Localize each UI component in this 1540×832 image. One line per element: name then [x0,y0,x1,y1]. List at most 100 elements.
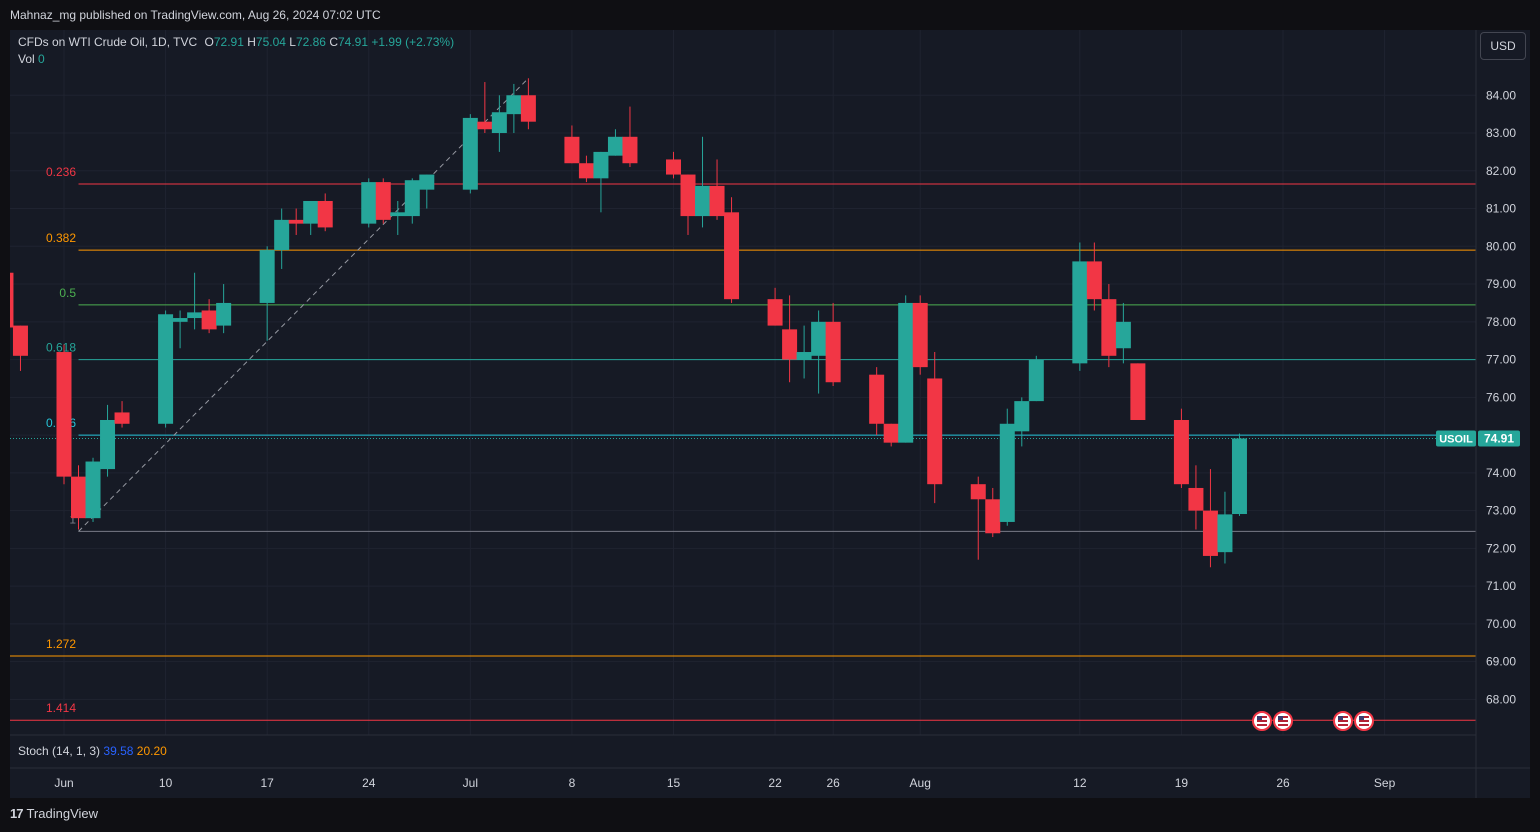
candle-body[interactable] [578,163,594,179]
candle-body[interactable] [1231,438,1247,515]
candle-body[interactable] [187,312,203,319]
price-tag-value: 74.91 [1484,431,1514,445]
chart-frame[interactable] [10,30,1530,798]
us-flag-icon[interactable] [1333,711,1353,731]
candles[interactable] [10,78,1247,568]
candle-body[interactable] [666,159,681,175]
candle-body[interactable] [927,378,943,485]
candle-body[interactable] [1115,321,1131,349]
candle-body[interactable] [158,314,174,424]
vol-label: Vol [18,52,35,66]
candle-body[interactable] [869,374,885,424]
candle-body[interactable] [520,95,536,122]
candle-body[interactable] [477,121,493,130]
y-tick-label: 70.00 [1486,617,1516,631]
us-flag-icon[interactable] [1273,711,1293,731]
candle-body[interactable] [288,219,304,224]
candle-body[interactable] [375,182,391,220]
candle-body[interactable] [506,95,522,115]
candle-body[interactable] [622,136,638,164]
us-flag-icon[interactable] [1252,711,1272,731]
candle-body[interactable] [100,419,116,470]
candle-body[interactable] [10,272,14,328]
candle-body[interactable] [259,250,275,303]
us-flag-icon[interactable] [1354,711,1374,731]
candle-body[interactable] [172,318,188,322]
candle-body[interactable] [970,484,986,500]
y-tick-label: 77.00 [1486,353,1516,367]
fib-level-label: 0.618 [46,341,76,355]
low-value: 72.86 [295,35,326,49]
candle-body[interactable] [404,180,420,217]
candle-body[interactable] [303,200,319,224]
candle-body[interactable] [709,185,725,217]
symbol-legend: CFDs on WTI Crude Oil, 1D, TVC O72.91 H7… [18,35,454,49]
x-tick-label: 10 [159,776,173,790]
candle-body[interactable] [767,299,783,326]
x-tick-label: Sep [1374,776,1396,790]
flag-stripe [1257,724,1267,726]
candle-body[interactable] [317,200,333,228]
candle-body[interactable] [12,325,28,356]
candle-body[interactable] [607,136,623,156]
price-tag-value-bg [1478,430,1520,447]
candle-body[interactable] [390,212,406,217]
candle-body[interactable] [1173,419,1189,485]
candle-body[interactable] [201,310,217,330]
x-tick-label: 24 [362,776,376,790]
tradingview-logo[interactable]: 17 TradingView [10,806,98,821]
candle-body[interactable] [782,329,798,360]
x-tick-label: 15 [667,776,681,790]
calendar-events[interactable] [1252,711,1374,731]
vol-value: 0 [38,52,45,66]
footer-bar [0,798,1540,832]
candle-body[interactable] [999,423,1015,522]
candle-body[interactable] [1130,363,1146,420]
candle-body[interactable] [114,412,130,424]
candle-body[interactable] [680,174,696,217]
candle-body[interactable] [695,185,711,217]
candle-body[interactable] [811,321,827,356]
candle-body[interactable] [85,461,101,519]
flag-canton [1338,716,1343,720]
candle-body[interactable] [898,302,914,443]
candle-body[interactable] [825,321,841,383]
y-tick-label: 73.00 [1486,504,1516,518]
candle-body[interactable] [883,423,899,443]
fibonacci-trendline[interactable] [78,77,529,532]
flag-canton [1359,716,1364,720]
candle-body[interactable] [564,136,580,164]
candle-body[interactable] [274,219,290,251]
y-tick-label: 74.00 [1486,466,1516,480]
candle-body[interactable] [912,302,928,368]
candle-body[interactable] [1086,261,1102,300]
candle-body[interactable] [361,182,377,224]
candle-body[interactable] [1188,487,1204,511]
candle-body[interactable] [1101,299,1117,356]
candle-body[interactable] [462,117,478,190]
candle-body[interactable] [1072,261,1088,364]
fib-trend-line[interactable] [78,77,529,532]
candle-body[interactable] [985,499,1001,534]
currency-button[interactable]: USD [1480,32,1526,60]
candle-body[interactable] [491,112,507,134]
stoch-legend[interactable]: Stoch (14, 1, 3) 39.58 20.20 [18,744,167,758]
candle-body[interactable] [1014,401,1030,432]
candle-body[interactable] [1028,359,1044,402]
candle-body[interactable] [796,352,812,360]
candle-body[interactable] [419,174,435,190]
candle-body[interactable] [724,212,740,300]
low-label: L [289,35,296,49]
brand-name: TradingView [26,806,99,821]
candle-body[interactable] [593,151,609,179]
candle-body[interactable] [56,352,72,477]
candle-body[interactable] [1217,514,1233,553]
candle-body[interactable] [216,302,232,326]
open-value: 72.91 [213,35,244,49]
y-tick-label: 84.00 [1486,88,1516,102]
y-tick-label: 82.00 [1486,164,1516,178]
candle-body[interactable] [1202,510,1218,556]
candle-body[interactable] [71,476,87,519]
